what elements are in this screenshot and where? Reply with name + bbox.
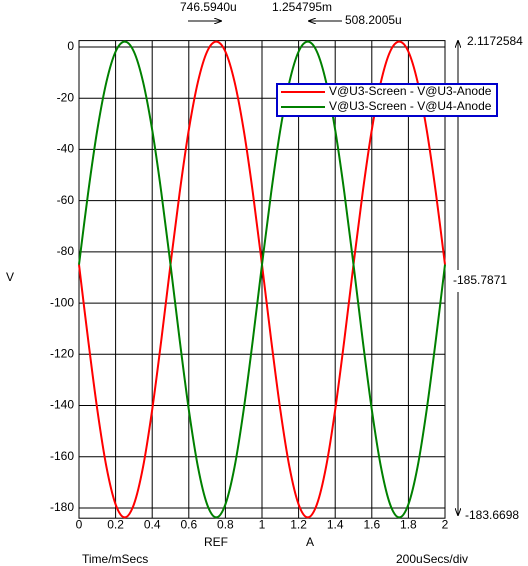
x-tick-label: 1.2 — [290, 517, 307, 531]
x-tick-label: 1.4 — [327, 517, 344, 531]
y-top-value: 2.1172584 — [467, 34, 523, 48]
cursor-a-value: 1.254795m — [272, 0, 332, 14]
y-tick-label: -140 — [50, 398, 74, 412]
x-scale-label: 200uSecs/div — [396, 552, 468, 566]
x-tick-label: 1 — [259, 517, 266, 531]
legend-label: V@U3-Screen - V@U3-Anode — [329, 84, 492, 98]
cursor-ref-label: REF — [204, 535, 228, 549]
cursor-a-label: A — [306, 535, 314, 549]
y-axis-label: V — [6, 270, 14, 284]
y-tick-label: -40 — [57, 142, 75, 156]
x-tick-label: 0.8 — [217, 517, 234, 531]
y-tick-label: -20 — [57, 90, 75, 104]
x-axis-label: Time/mSecs — [82, 552, 148, 566]
x-tick-label: 0.2 — [107, 517, 124, 531]
cursor-ref-value: 746.5940u — [180, 0, 237, 14]
x-tick-label: 1.8 — [400, 517, 417, 531]
x-tick-label: 2 — [442, 517, 449, 531]
x-tick-label: 1.6 — [363, 517, 380, 531]
y-tick-label: -120 — [50, 346, 74, 360]
y-tick-label: -160 — [50, 449, 74, 463]
y-tick-label: 0 — [67, 39, 74, 53]
x-tick-label: 0.6 — [180, 517, 197, 531]
legend-box — [276, 83, 498, 117]
y-tick-label: -80 — [57, 244, 75, 258]
y-diff-value: -185.7871 — [453, 273, 507, 287]
x-tick-label: 0 — [76, 517, 83, 531]
legend-label: V@U3-Screen - V@U4-Anode — [329, 99, 492, 113]
x-tick-label: 0.4 — [144, 517, 161, 531]
cursor-diff-value: 508.2005u — [345, 13, 402, 27]
series-line — [78, 40, 446, 519]
y-tick-label: -60 — [57, 193, 75, 207]
y-bottom-value: -183.6698 — [465, 508, 519, 522]
y-tick-label: -100 — [50, 295, 74, 309]
y-tick-label: -180 — [50, 500, 74, 514]
